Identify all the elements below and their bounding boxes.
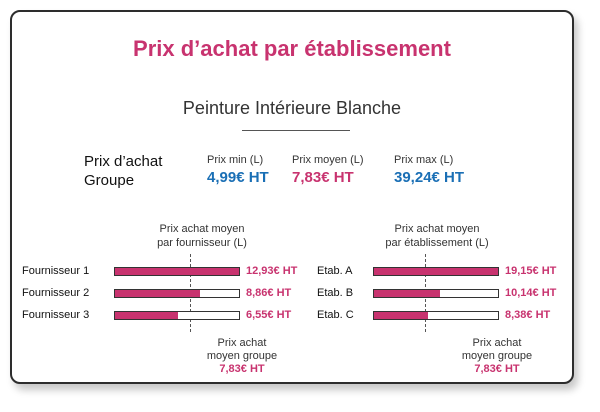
supplier-bar: [115, 312, 178, 319]
establishment-bar: [374, 312, 429, 319]
supplier-category-label: Fournisseur 2: [22, 287, 90, 299]
stat-max-value: 39,24€ HT: [394, 169, 465, 186]
group-label-line1: Prix d’achat: [84, 153, 163, 170]
establishment-bar-row: Etab. C 8,38€ HT: [317, 308, 597, 324]
establishment-group-avg: Prix achat moyen groupe 7,83€ HT: [437, 337, 557, 376]
establishment-bar: [374, 268, 498, 275]
establishment-bar-track: [373, 267, 499, 276]
supplier-group-avg: Prix achat moyen groupe 7,83€ HT: [182, 337, 302, 376]
establishment-bar: [374, 290, 440, 297]
price-card: Prix d’achat par établissement Peinture …: [10, 10, 574, 384]
product-name: Peinture Intérieure Blanche: [182, 98, 402, 118]
establishment-foot-value: 7,83€ HT: [474, 363, 520, 375]
supplier-bar-track: [114, 267, 240, 276]
group-price-label: Prix d’achat Groupe: [84, 152, 194, 190]
supplier-foot-value: 7,83€ HT: [219, 363, 265, 375]
stat-avg-value: 7,83€ HT: [292, 169, 354, 186]
establishment-value-label: 10,14€ HT: [505, 287, 557, 299]
stat-max-label: Prix max (L): [394, 154, 454, 166]
divider: [242, 130, 350, 131]
establishment-bar-track: [373, 289, 499, 298]
group-label-line2: Groupe: [84, 172, 135, 189]
establishment-bar-row: Etab. B 10,14€ HT: [317, 286, 597, 302]
establishment-value-label: 8,38€ HT: [505, 309, 551, 321]
establishment-bar-row: Etab. A 19,15€ HT: [317, 264, 597, 280]
supplier-foot-line2: moyen groupe: [206, 350, 278, 362]
establishment-bar-track: [373, 311, 499, 320]
establishment-chart: Prix achat moyen par établissement (L) P…: [317, 222, 597, 382]
stat-min-label: Prix min (L): [207, 154, 264, 166]
supplier-category-label: Fournisseur 3: [22, 309, 90, 321]
supplier-bar: [115, 290, 200, 297]
supplier-header-line2: par fournisseur (L): [157, 237, 247, 249]
supplier-value-label: 8,86€ HT: [246, 287, 292, 299]
supplier-bar-row: Fournisseur 2 8,86€ HT: [22, 286, 302, 302]
stat-max: Prix max (L) 39,24€ HT: [394, 154, 464, 186]
stat-avg-label: Prix moyen (L): [292, 154, 364, 166]
supplier-foot-line1: Prix achat: [217, 337, 267, 349]
establishment-chart-header: Prix achat moyen par établissement (L): [357, 222, 517, 250]
establishment-category-label: Etab. A: [317, 265, 353, 277]
establishment-value-label: 19,15€ HT: [505, 265, 557, 277]
establishment-category-label: Etab. B: [317, 287, 354, 299]
stat-avg: Prix moyen (L) 7,83€ HT: [292, 154, 364, 186]
supplier-bar-row: Fournisseur 1 12,93€ HT: [22, 264, 302, 280]
supplier-chart: Prix achat moyen par fournisseur (L) Pri…: [22, 222, 302, 382]
establishment-header-line2: par établissement (L): [385, 237, 489, 249]
establishment-foot-line2: moyen groupe: [461, 350, 533, 362]
supplier-header-line1: Prix achat moyen: [159, 223, 245, 235]
supplier-value-label: 6,55€ HT: [246, 309, 292, 321]
establishment-foot-line1: Prix achat: [472, 337, 522, 349]
card-title: Prix d’achat par établissement: [133, 36, 451, 61]
supplier-bar-track: [114, 289, 240, 298]
establishment-header-line1: Prix achat moyen: [394, 223, 480, 235]
supplier-chart-header: Prix achat moyen par fournisseur (L): [122, 222, 282, 250]
stat-min: Prix min (L) 4,99€ HT: [207, 154, 269, 186]
supplier-bar-row: Fournisseur 3 6,55€ HT: [22, 308, 302, 324]
stat-min-value: 4,99€ HT: [207, 169, 269, 186]
supplier-bar-track: [114, 311, 240, 320]
establishment-category-label: Etab. C: [317, 309, 354, 321]
supplier-bar: [115, 268, 239, 275]
supplier-category-label: Fournisseur 1: [22, 265, 90, 277]
supplier-value-label: 12,93€ HT: [246, 265, 298, 277]
